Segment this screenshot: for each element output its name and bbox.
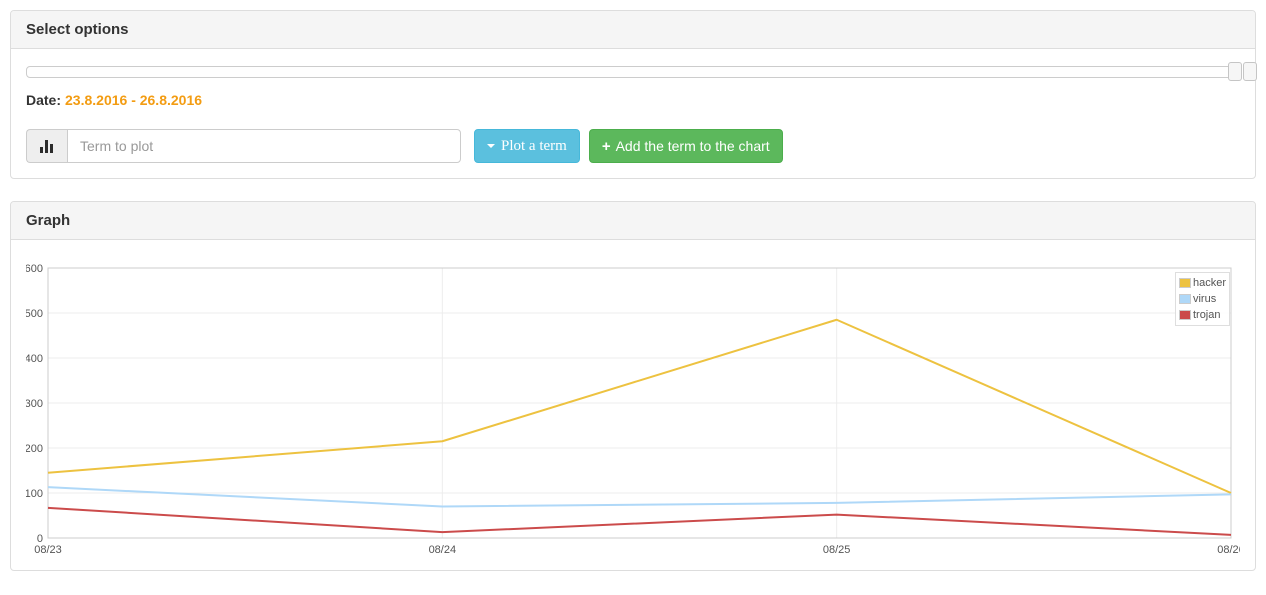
plot-term-button-label: Plot a term [501,137,567,154]
graph-panel-heading: Graph [11,202,1255,240]
legend-item-hacker: hacker [1178,275,1226,291]
y-tick-label: 400 [26,353,43,365]
legend-label: trojan [1192,308,1221,321]
select-options-panel-body: Date:23.8.2016 - 26.8.2016 Plot a term [11,49,1257,178]
y-tick-label: 200 [26,443,43,455]
graph-panel: Graph 0 100 200 300 400 500 600 08/23 08/24 08/25… [10,201,1256,571]
legend-label: virus [1192,292,1217,305]
y-tick-label: 500 [26,308,43,320]
y-tick-label: 100 [26,488,43,500]
y-tick-label: 300 [26,398,43,410]
date-range-slider[interactable] [26,62,1257,81]
term-controls-row: Plot a term + Add the term to the chart [26,129,1240,163]
add-term-button[interactable]: + Add the term to the chart [588,129,783,163]
x-tick-label: 08/25 [823,544,851,555]
plot-term-button[interactable]: Plot a term [474,129,580,163]
add-term-button-label: Add the term to the chart [615,138,770,154]
series-line-trojan [47,506,1232,536]
slider-handle-end[interactable] [1243,62,1257,81]
plus-icon: + [601,137,611,155]
bar-chart-icon [26,129,67,163]
panel-title-graph: Graph [26,212,71,229]
y-tick-label: 600 [26,263,43,275]
slider-track[interactable] [26,66,1240,78]
select-options-panel-heading: Select options [11,11,1255,49]
date-label: Date: [26,92,62,108]
legend-swatch [1178,278,1191,288]
y-tick-label: 0 [37,533,43,545]
x-tick-label: 08/26 [1217,544,1240,555]
series-line-virus [47,486,1232,508]
slider-handle-start[interactable] [1228,62,1242,81]
date-range-value: 23.8.2016 - 26.8.2016 [65,92,203,108]
date-line: Date: 23.8.2016 - 26.8.2016 [26,92,1240,108]
legend-label: hacker [1192,276,1226,289]
series-line-hacker [47,318,1232,494]
legend-item-virus: virus [1178,291,1226,307]
graph-panel-body: 0 100 200 300 400 500 600 08/23 08/24 08/25 08/26 h… [11,240,1255,570]
legend-swatch [1178,310,1191,320]
plot-border [47,267,1232,539]
term-input[interactable] [67,129,461,163]
chart-legend: hacker virus trojan [1174,272,1230,326]
line-chart: 0 100 200 300 400 500 600 08/23 08/24 08/25 08/26 h… [25,255,1245,556]
term-input-group [26,129,461,163]
legend-swatch [1178,294,1191,304]
chart-canvas: 0 100 200 300 400 500 600 08/23 08/24 08/25 08/26 [25,263,1245,556]
select-options-panel: Select options Date: 23.8.2016 - 26.8.201… [10,10,1257,179]
x-tick-label: 08/23 [34,544,62,555]
legend-item-trojan: trojan [1178,307,1226,323]
x-tick-label: 08/24 [429,544,457,555]
caret-down-icon [487,144,495,148]
panel-title-select-options: Select options [26,21,129,38]
